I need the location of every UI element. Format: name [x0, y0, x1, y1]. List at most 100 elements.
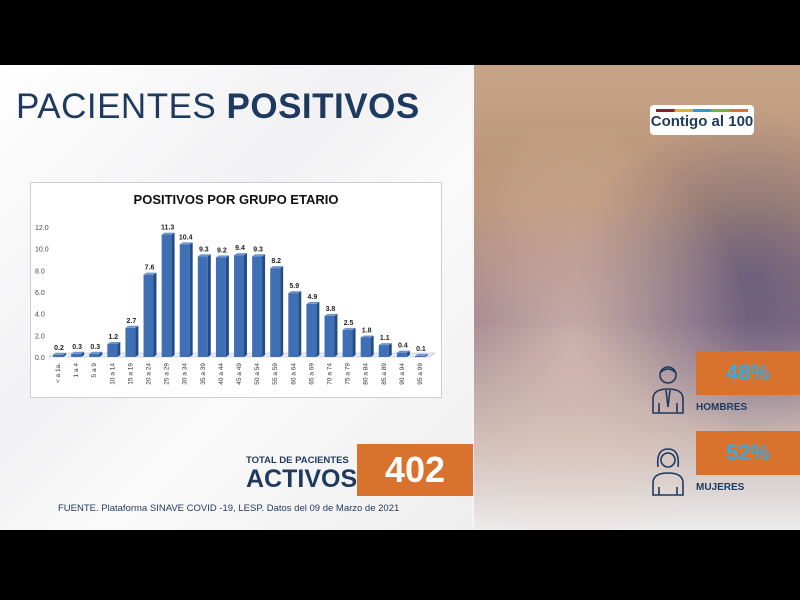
hombres-label: HOMBRES — [696, 402, 748, 413]
man-icon — [652, 366, 684, 414]
x-tick-label: 30 a 34 — [182, 363, 189, 385]
bar-side — [207, 254, 211, 357]
bar — [396, 352, 407, 357]
data-label: 8.2 — [271, 258, 281, 265]
bar — [270, 268, 281, 357]
chart: POSITIVOS POR GRUPO ETARIO 0.0 2.0 4.0 6.0 8… — [30, 182, 442, 398]
y-tick-label: 4.0 — [35, 312, 45, 319]
bar — [71, 353, 82, 357]
x-tick-label: 10 a 14 — [109, 363, 116, 385]
bar-top — [125, 325, 139, 328]
bar-side — [225, 255, 229, 357]
bar — [125, 327, 136, 357]
bar-top — [107, 342, 121, 344]
bar-side — [424, 353, 428, 357]
bar-top — [179, 242, 193, 245]
x-tick-label: 80 a 84 — [363, 363, 370, 385]
bar-top — [360, 335, 374, 338]
bar-side — [406, 350, 410, 357]
y-tick-label: 10.0 — [35, 247, 49, 254]
x-tick-label: 20 a 24 — [146, 363, 153, 385]
bar-side — [117, 342, 121, 357]
y-tick-label: 0.0 — [35, 355, 45, 362]
bar-top — [414, 353, 428, 356]
x-tick-label: 60 a 64 — [290, 363, 297, 385]
bar-top — [252, 254, 266, 257]
data-label: 0.3 — [90, 344, 100, 351]
slide: PACIENTES POSITIVOS POSITIVOS POR GRUPO … — [0, 65, 800, 530]
x-tick-label: 95 a 99 — [417, 363, 424, 385]
x-tick-label: 40 a 44 — [218, 363, 225, 385]
source-note: FUENTE. Plataforma SINAVE COVID -19, LES… — [58, 503, 400, 514]
bar-side — [298, 291, 302, 357]
data-label: 0.3 — [72, 344, 82, 351]
bar-side — [81, 351, 85, 357]
x-tick-label: 75 a 79 — [345, 363, 352, 385]
total-label: TOTAL DE PACIENTES — [246, 455, 349, 466]
bar-side — [189, 242, 193, 357]
title-bold: POSITIVOS — [226, 87, 420, 126]
bar — [306, 303, 317, 357]
chart-title: POSITIVOS POR GRUPO ETARIO — [133, 192, 339, 207]
bar-top — [234, 253, 247, 256]
bar-side — [243, 253, 247, 357]
activos-label: ACTIVOS — [246, 465, 358, 493]
bar-side — [334, 313, 338, 357]
bar-top — [288, 291, 302, 294]
data-label: 4.9 — [308, 294, 318, 301]
bar-side — [316, 301, 320, 357]
title-light: PACIENTES — [16, 87, 217, 126]
y-tick-label: 8.0 — [35, 268, 45, 275]
bar-top — [396, 350, 410, 353]
photo-panel: Contigo al 100 48% HOMBRES 52% MUJERES — [474, 65, 800, 530]
data-label: 1.1 — [380, 335, 390, 342]
bar-top — [306, 301, 320, 304]
bar-top — [89, 351, 103, 354]
x-tick-label: 85 a 89 — [381, 363, 388, 385]
data-label: 10.4 — [179, 234, 193, 241]
bar — [197, 256, 208, 357]
data-label: 0.4 — [398, 343, 408, 350]
bar-side — [352, 327, 356, 357]
bar-side — [370, 335, 374, 357]
data-label: 7.6 — [145, 265, 155, 272]
bar — [53, 354, 64, 357]
bar — [288, 293, 299, 357]
chart-svg: 0.0 2.0 4.0 6.0 8.0 10.0 12.0 0.2 < a 1a. 0.3 1 a … — [35, 225, 436, 385]
bar — [215, 257, 226, 357]
bar — [234, 255, 244, 357]
bar-top — [53, 352, 67, 355]
bar — [252, 256, 263, 357]
bar — [360, 337, 371, 357]
total-value: 402 — [357, 444, 473, 496]
left-panel: PACIENTES POSITIVOS POSITIVOS POR GRUPO … — [0, 65, 473, 530]
x-tick-label: 1 a 4 — [73, 363, 80, 378]
bar-side — [171, 232, 175, 357]
y-tick-label: 6.0 — [35, 290, 45, 297]
data-label: 1.2 — [108, 334, 118, 341]
bar-side — [99, 351, 103, 357]
x-tick-label: 90 a 94 — [399, 363, 406, 385]
bar-side — [135, 325, 139, 357]
data-label: 11.3 — [161, 225, 174, 232]
data-label: 9.3 — [253, 246, 263, 253]
bar — [414, 355, 425, 357]
mujeres-label: MUJERES — [696, 482, 745, 493]
data-label: 5.9 — [289, 283, 299, 290]
bar — [342, 329, 353, 357]
bar — [89, 353, 100, 357]
bar-top — [143, 272, 157, 275]
y-tick-label: 12.0 — [35, 225, 49, 232]
x-tick-label: 70 a 74 — [326, 363, 333, 385]
bar-top — [161, 232, 175, 235]
x-tick-label: < a 1a. — [55, 363, 62, 383]
hombres-percent: 48% — [696, 351, 800, 395]
bar-top — [197, 254, 211, 257]
bar — [179, 244, 190, 357]
y-tick-label: 2.0 — [35, 333, 45, 340]
bar-top — [378, 343, 392, 346]
bar — [378, 345, 389, 357]
bar — [324, 315, 335, 357]
data-label: 1.8 — [362, 328, 372, 335]
woman-icon — [652, 448, 684, 496]
